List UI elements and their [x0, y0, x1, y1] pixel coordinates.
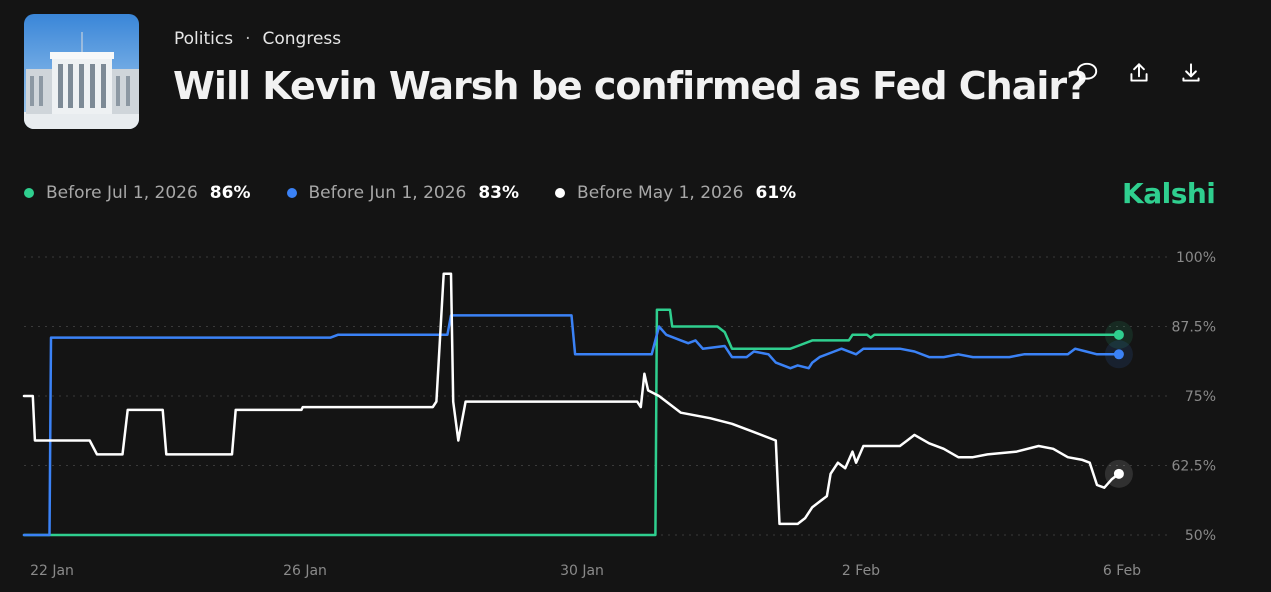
series-endpoint-dot	[1113, 329, 1124, 340]
x-tick-label: 6 Feb	[1103, 563, 1141, 579]
legend-label: Before Jun 1, 2026	[308, 183, 467, 203]
legend-dot	[555, 188, 566, 198]
y-tick-label: 75%	[1185, 389, 1216, 405]
legend-dot	[286, 188, 297, 198]
legend-label: Before Jul 1, 2026	[46, 183, 198, 203]
series-line-0	[22, 308, 1121, 537]
breadcrumb-separator: ·	[245, 29, 251, 49]
legend-value: 83%	[478, 183, 520, 203]
share-icon	[1130, 63, 1148, 82]
market-thumbnail	[24, 14, 139, 129]
chart-legend: Before Jul 1, 2026 86% Before Jun 1, 202…	[24, 183, 832, 203]
legend-dot	[24, 188, 34, 198]
brand-logo: Kalshi	[1122, 177, 1216, 210]
x-tick-label: 30 Jan	[560, 563, 604, 579]
y-tick-label: 50%	[1185, 528, 1216, 544]
series-endpoint-dot	[1113, 349, 1124, 360]
series-line-2	[22, 272, 1121, 526]
series-endpoint-dot	[1113, 468, 1124, 479]
legend-label: Before May 1, 2026	[577, 183, 744, 203]
legend-item-may[interactable]: Before May 1, 2026 61%	[555, 183, 796, 203]
legend-value: 61%	[755, 183, 797, 203]
x-tick-label: 2 Feb	[842, 563, 880, 579]
action-bar	[1072, 58, 1206, 88]
breadcrumb: Politics · Congress	[174, 29, 341, 49]
series-line-1	[22, 314, 1121, 537]
breadcrumb-subcategory[interactable]: Congress	[262, 29, 342, 49]
page-title: Will Kevin Warsh be confirmed as Fed Cha…	[173, 64, 1088, 108]
legend-item-jul[interactable]: Before Jul 1, 2026 86%	[24, 183, 251, 203]
legend-item-jun[interactable]: Before Jun 1, 2026 83%	[286, 183, 520, 203]
y-tick-label: 62.5%	[1172, 459, 1216, 475]
breadcrumb-category[interactable]: Politics	[174, 29, 234, 49]
y-tick-label: 100%	[1176, 250, 1216, 266]
download-icon	[1182, 63, 1200, 82]
comment-icon	[1076, 62, 1098, 82]
download-button[interactable]	[1176, 58, 1206, 88]
comment-button[interactable]	[1072, 58, 1102, 88]
x-tick-label: 22 Jan	[30, 563, 74, 579]
y-tick-label: 87.5%	[1172, 320, 1216, 336]
x-tick-label: 26 Jan	[283, 563, 327, 579]
share-button[interactable]	[1124, 58, 1154, 88]
legend-value: 86%	[209, 183, 251, 203]
